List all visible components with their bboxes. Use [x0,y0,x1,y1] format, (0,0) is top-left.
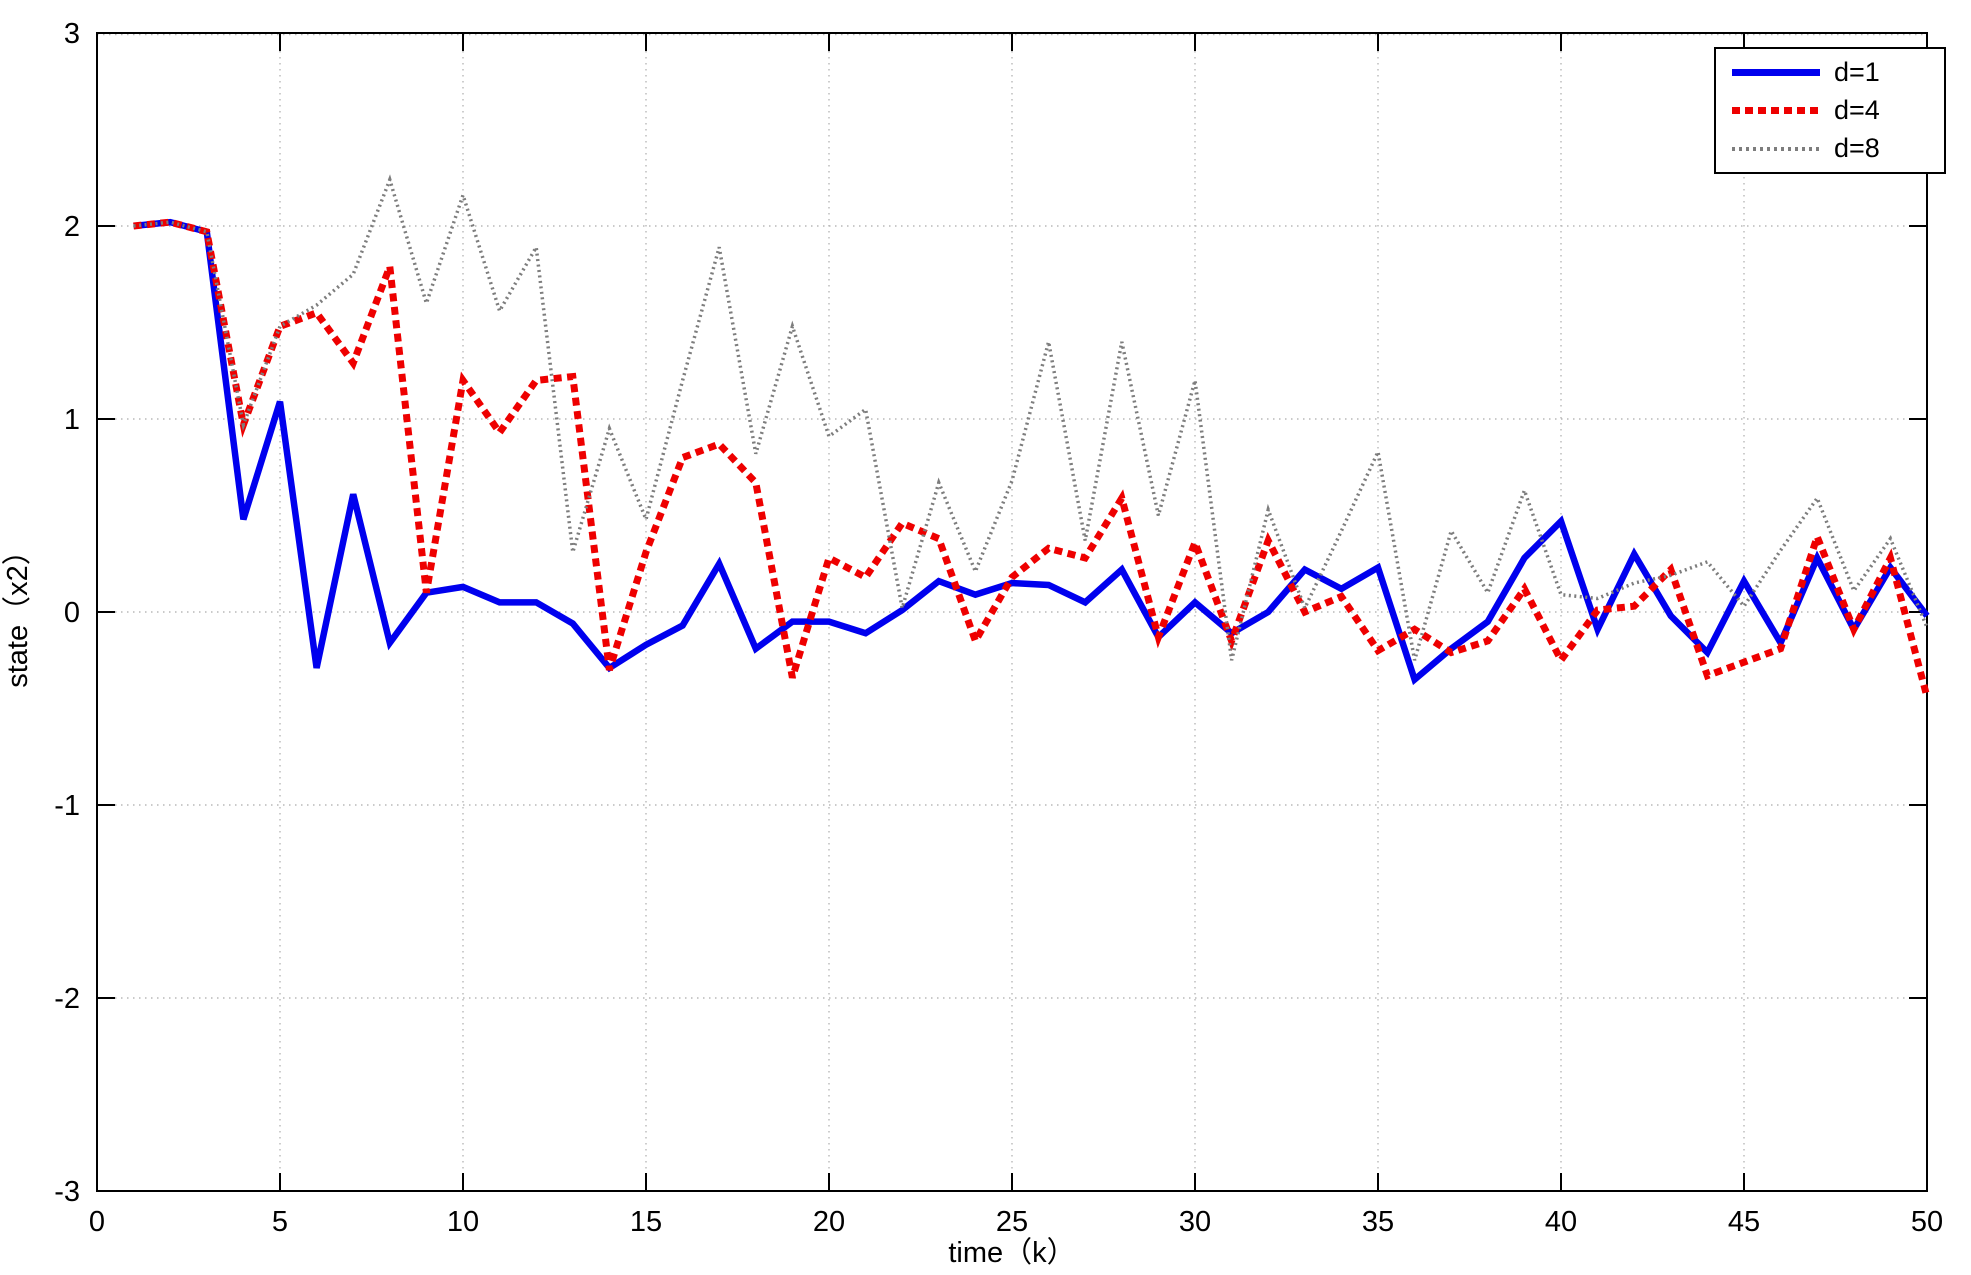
x-tick-label: 40 [1545,1206,1577,1238]
x-tick-label: 45 [1728,1206,1760,1238]
x-tick-label: 15 [630,1206,662,1238]
label-layer: time（k） state（x2） [2,536,1076,1269]
x-tick-label: 25 [996,1206,1028,1238]
legend-label-d4: d=4 [1834,94,1880,125]
x-tick-label: 35 [1362,1206,1394,1238]
series-layer [133,174,1931,698]
legend-label-d1: d=1 [1834,56,1880,87]
x-tick-label: 50 [1911,1206,1943,1238]
y-tick-label: 0 [64,597,80,629]
x-tick-label: 20 [813,1206,845,1238]
y-tick-label: 2 [64,211,80,243]
y-axis-label: state（x2） [2,536,34,688]
tick-layer: 0 5 10 15 20 25 30 35 40 45 50 -3 -2 -1 0 1 2 3 [54,18,1943,1238]
legend: d=1 d=4 d=8 [1714,47,1946,174]
x-axis-label: time（k） [948,1237,1075,1269]
grid-layer [97,33,1927,1191]
series-line-d8 [133,174,1929,661]
legend-line-sample-d4 [1732,106,1820,114]
x-tick-label: 0 [89,1206,105,1238]
y-tick-label: 3 [64,18,80,50]
series-line-d1 [133,218,1930,686]
x-tick-label: 5 [272,1206,288,1238]
x-tick-label: 10 [447,1206,479,1238]
y-tick-label: -2 [54,983,80,1015]
legend-item-d4: d=4 [1732,94,1944,125]
x-tick-label: 30 [1179,1206,1211,1238]
legend-item-d8: d=8 [1732,135,1944,162]
y-tick-label: -1 [54,790,80,822]
legend-item-d1: d=1 [1732,56,1944,87]
legend-label-d8: d=8 [1834,133,1880,164]
y-tick-label: 1 [64,404,80,436]
y-tick-label: -3 [54,1176,80,1208]
legend-line-sample-d8 [1732,146,1820,151]
legend-line-sample-d1 [1732,68,1820,76]
